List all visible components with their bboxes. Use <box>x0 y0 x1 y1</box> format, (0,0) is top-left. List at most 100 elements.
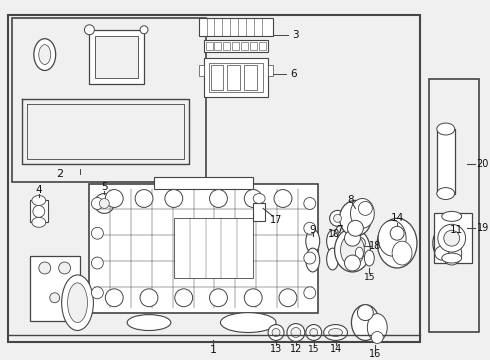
Text: 11: 11 <box>450 225 463 235</box>
Ellipse shape <box>62 275 94 330</box>
Ellipse shape <box>442 211 462 221</box>
Circle shape <box>306 325 321 341</box>
Circle shape <box>39 262 51 274</box>
Ellipse shape <box>442 253 462 263</box>
Circle shape <box>92 287 103 299</box>
Circle shape <box>304 287 316 299</box>
Circle shape <box>105 289 123 307</box>
Bar <box>154 177 253 189</box>
Ellipse shape <box>335 228 370 272</box>
Text: 18: 18 <box>369 241 381 251</box>
Circle shape <box>105 190 123 207</box>
Circle shape <box>353 237 366 249</box>
Text: 15: 15 <box>308 345 319 354</box>
Ellipse shape <box>392 241 412 265</box>
Text: 4: 4 <box>35 185 42 194</box>
Text: 8: 8 <box>347 195 354 206</box>
Text: 14: 14 <box>329 345 342 354</box>
Circle shape <box>268 325 284 341</box>
Text: 6: 6 <box>291 69 297 80</box>
Circle shape <box>99 198 109 208</box>
Bar <box>198 18 273 36</box>
Circle shape <box>92 227 103 239</box>
Bar <box>268 64 273 76</box>
Bar <box>253 203 265 221</box>
Circle shape <box>390 226 404 240</box>
Ellipse shape <box>306 229 319 253</box>
Bar <box>203 58 268 97</box>
Circle shape <box>272 329 280 337</box>
Ellipse shape <box>355 247 364 259</box>
Bar <box>241 42 248 50</box>
Circle shape <box>371 332 383 343</box>
Ellipse shape <box>220 312 276 333</box>
Bar <box>232 42 239 50</box>
Circle shape <box>304 252 316 264</box>
Circle shape <box>33 206 45 217</box>
Ellipse shape <box>433 225 461 261</box>
Text: 19: 19 <box>476 223 489 233</box>
Bar <box>96 36 138 78</box>
Circle shape <box>347 220 364 236</box>
Text: 3: 3 <box>293 30 299 40</box>
Bar <box>30 201 48 222</box>
Text: 12: 12 <box>290 345 302 354</box>
Circle shape <box>140 26 148 34</box>
Circle shape <box>330 210 345 226</box>
Bar <box>209 63 263 92</box>
Ellipse shape <box>368 314 387 341</box>
Bar <box>90 30 144 84</box>
Bar <box>223 42 230 50</box>
Circle shape <box>444 230 460 246</box>
Circle shape <box>245 289 262 307</box>
Circle shape <box>304 198 316 210</box>
Bar <box>429 80 479 333</box>
Circle shape <box>344 230 360 246</box>
Bar <box>90 184 318 312</box>
Ellipse shape <box>437 123 455 135</box>
Ellipse shape <box>324 325 347 341</box>
Text: 15: 15 <box>364 273 375 282</box>
Ellipse shape <box>327 230 339 252</box>
Bar <box>245 64 257 90</box>
Bar <box>8 15 420 342</box>
Circle shape <box>210 190 227 207</box>
Ellipse shape <box>350 198 374 228</box>
Bar <box>250 42 257 50</box>
Bar <box>206 42 213 50</box>
Ellipse shape <box>341 234 365 266</box>
Bar <box>259 42 266 50</box>
Circle shape <box>165 190 183 207</box>
Circle shape <box>357 305 373 321</box>
Ellipse shape <box>327 248 339 270</box>
Circle shape <box>59 262 71 274</box>
Ellipse shape <box>32 195 46 206</box>
Ellipse shape <box>127 315 171 330</box>
Ellipse shape <box>365 250 374 266</box>
Text: 1: 1 <box>210 345 217 355</box>
Bar <box>215 42 221 50</box>
Circle shape <box>279 289 297 307</box>
Bar <box>174 219 253 278</box>
Text: 14: 14 <box>391 213 404 223</box>
Ellipse shape <box>253 194 265 203</box>
Ellipse shape <box>329 329 343 337</box>
Circle shape <box>310 329 318 337</box>
Bar <box>434 213 471 263</box>
Text: 7: 7 <box>336 225 343 235</box>
Circle shape <box>334 215 342 222</box>
Text: 5: 5 <box>101 181 108 192</box>
Circle shape <box>344 255 360 271</box>
Circle shape <box>435 246 449 260</box>
Ellipse shape <box>351 305 379 341</box>
Circle shape <box>287 324 305 341</box>
Circle shape <box>92 257 103 269</box>
Ellipse shape <box>34 39 56 71</box>
Circle shape <box>135 190 153 207</box>
Circle shape <box>438 224 465 252</box>
Bar <box>30 256 79 321</box>
Bar <box>203 40 268 51</box>
Text: 10: 10 <box>327 229 340 239</box>
Ellipse shape <box>437 188 455 199</box>
Ellipse shape <box>377 219 417 268</box>
